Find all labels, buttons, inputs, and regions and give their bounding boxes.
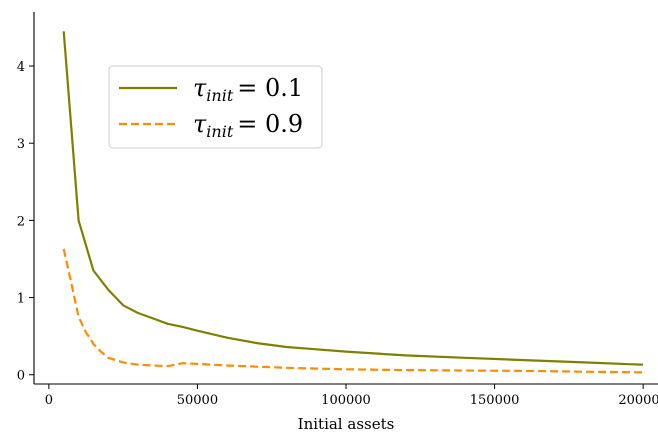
x-tick-label: 150000	[470, 393, 520, 408]
series-group	[62, 31, 644, 374]
x-tick-label: 50000	[177, 393, 218, 408]
legend-box	[108, 65, 323, 149]
y-tick-label: 2	[17, 214, 25, 229]
y-tick-label: 3	[17, 137, 25, 152]
legend-label-2: τinit = 0.9	[193, 110, 303, 141]
y-tick-label: 1	[17, 292, 25, 307]
y-tick-label: 0	[17, 369, 25, 384]
legend-label-1: τinit = 0.1	[193, 74, 303, 105]
x-tick-label: 100000	[321, 393, 371, 408]
legend: τinit = 0.1 τinit = 0.9	[108, 65, 323, 149]
series-line-2	[62, 248, 644, 374]
x-tick-label: 0	[45, 393, 53, 408]
y-tick-label: 4	[17, 60, 25, 75]
x-axis-label: Initial assets	[298, 415, 395, 433]
series-line-1	[62, 31, 644, 366]
